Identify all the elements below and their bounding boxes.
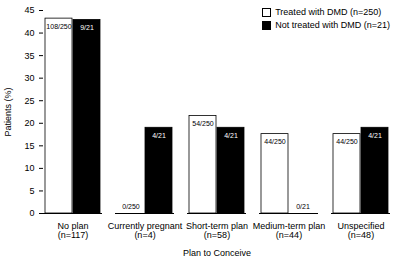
svg-text:44/250: 44/250 <box>264 138 286 145</box>
svg-text:4/21: 4/21 <box>368 132 382 139</box>
html-text:Treated with DMD (n=250): Treated with DMD (n=250) <box>275 7 382 17</box>
svg-text:Medium-term plan(n=44): Medium-term plan(n=44) <box>253 221 326 240</box>
svg-text:45: 45 <box>24 5 34 15</box>
svg-text:4/21: 4/21 <box>152 132 166 139</box>
html-text:Not treated with DMD (n=21): Not treated with DMD (n=21) <box>275 20 390 30</box>
svg-text:10: 10 <box>24 163 34 173</box>
svg-text:Unspecified(n=48): Unspecified(n=48) <box>337 221 384 240</box>
svg-text:Short-term plan(n=58): Short-term plan(n=58) <box>186 221 248 240</box>
svg-text:No plan(n=117): No plan(n=117) <box>57 221 88 240</box>
svg-text:108/250: 108/250 <box>46 23 71 30</box>
svg-text:Plan to Conceive: Plan to Conceive <box>183 248 251 258</box>
svg-text:9/21: 9/21 <box>80 24 94 31</box>
svg-text:54/250: 54/250 <box>192 120 214 127</box>
svg-text:0/250: 0/250 <box>122 203 140 210</box>
svg-text:30: 30 <box>24 73 34 83</box>
svg-text:5: 5 <box>29 186 34 196</box>
svg-text:4/21: 4/21 <box>224 132 238 139</box>
svg-text:Currently pregnant(n=4): Currently pregnant(n=4) <box>108 221 183 240</box>
svg-text:Patients (%): Patients (%) <box>3 87 13 136</box>
svg-text:35: 35 <box>24 50 34 60</box>
svg-text:0: 0 <box>29 208 34 218</box>
svg-text:20: 20 <box>24 118 34 128</box>
svg-text:15: 15 <box>24 141 34 151</box>
svg-text:0/21: 0/21 <box>296 203 310 210</box>
svg-text:40: 40 <box>24 28 34 38</box>
svg-text:25: 25 <box>24 96 34 106</box>
svg-text:44/250: 44/250 <box>336 138 358 145</box>
